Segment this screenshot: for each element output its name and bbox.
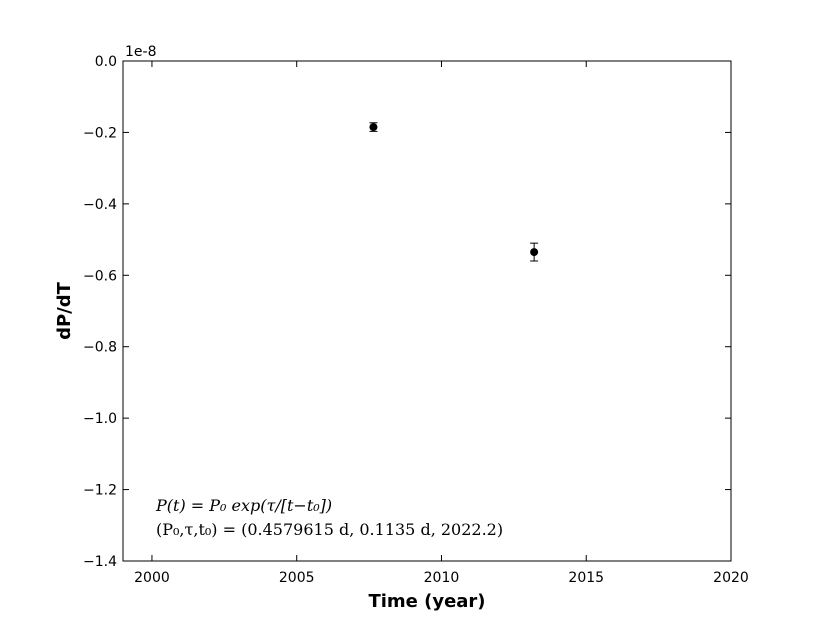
annotation-parameters: (P₀,τ,t₀) = (0.4579615 d, 0.1135 d, 2022…: [156, 520, 503, 539]
plot-frame: [122, 60, 732, 562]
y-tick-label: −0.2: [83, 125, 117, 141]
x-tick-label: 2000: [134, 570, 170, 586]
x-tick-label: 2015: [568, 570, 604, 586]
x-axis: 2000 2005 2010 2015 2020: [134, 61, 749, 586]
y-tick-label: −0.4: [83, 197, 117, 213]
data-point: [530, 248, 539, 257]
x-axis-title: Time (year): [368, 591, 485, 612]
y-tick-label: −1.2: [83, 483, 117, 499]
y-axis: 0.0 −0.2 −0.4 −0.6 −0.8 −1.0 −1.2 −1.4: [83, 54, 731, 570]
y-axis-title: dP/dT: [54, 281, 75, 340]
y-tick-label: −0.8: [83, 340, 117, 356]
y-tick-label: −0.6: [83, 268, 117, 284]
data-point: [369, 123, 378, 132]
y-tick-label: −1.0: [83, 411, 117, 427]
points-layer: [369, 122, 539, 262]
x-tick-label: 2020: [713, 570, 749, 586]
y-tick-label: −1.4: [83, 554, 117, 570]
x-tick-label: 2005: [279, 570, 315, 586]
y-tick-label: 0.0: [95, 54, 117, 70]
y-offset-label: 1e-8: [125, 44, 156, 60]
annotation-formula: P(t) = P₀ exp(τ/[t−t₀]): [155, 496, 332, 515]
x-tick-label: 2010: [424, 570, 460, 586]
